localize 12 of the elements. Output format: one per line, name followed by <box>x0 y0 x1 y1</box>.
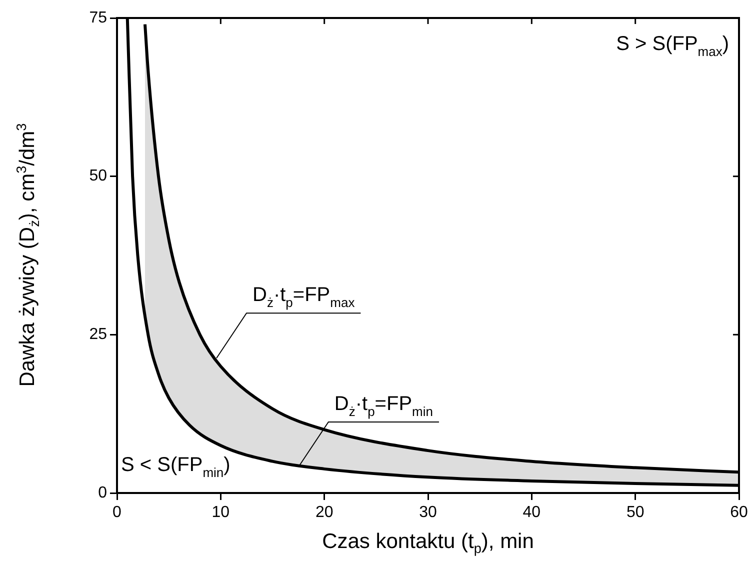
y-tick-label: 25 <box>89 326 108 344</box>
x-tick-label: 20 <box>315 504 334 522</box>
x-tick-label: 0 <box>112 504 122 522</box>
x-tick-label: 60 <box>730 504 748 522</box>
x-axis-title: Czas kontaktu (t$_{p}$), min <box>321 530 535 556</box>
x-tick-label: 40 <box>522 504 541 522</box>
x-tick-label: 10 <box>212 504 230 522</box>
y-tick-label: 75 <box>89 9 108 26</box>
x-tick-label: 30 <box>419 504 437 522</box>
y-tick-label: 50 <box>89 168 108 185</box>
x-tick-label: 50 <box>626 504 644 522</box>
y-tick-label: 0 <box>98 484 108 502</box>
